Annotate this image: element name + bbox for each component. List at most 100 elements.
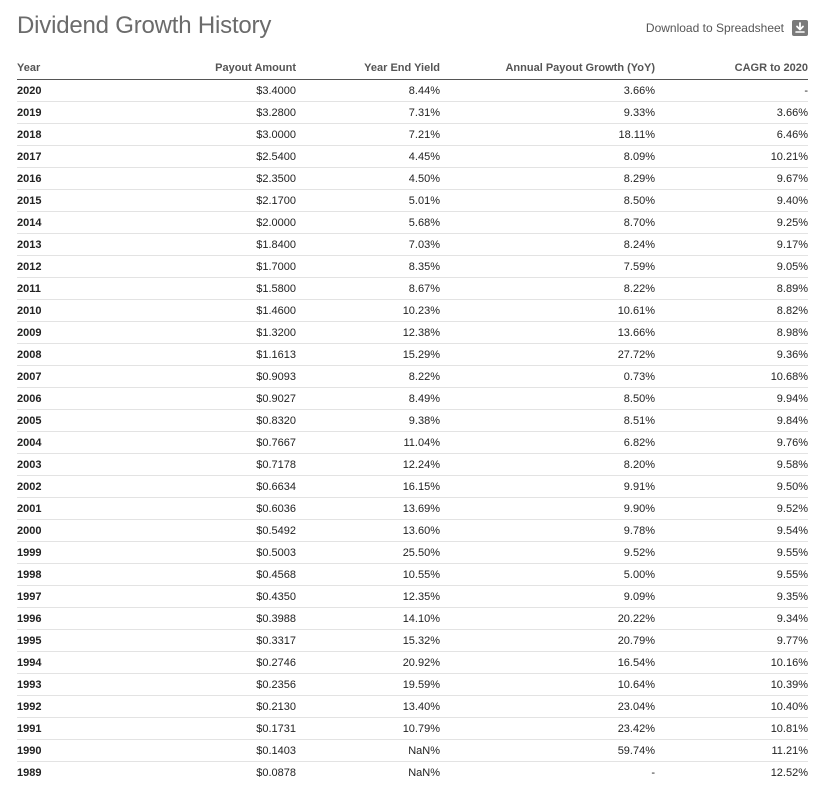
annual-payout-growth-cell: 7.59% [440, 255, 655, 278]
year-cell: 1995 [17, 629, 158, 652]
payout-amount-cell: $0.3317 [158, 629, 296, 652]
table-row: 2020 $3.4000 8.44% 3.66% - [17, 79, 808, 102]
download-icon [792, 20, 808, 36]
year-end-yield-cell: 8.22% [296, 365, 440, 388]
table-row: 2006 $0.9027 8.49% 8.50% 9.94% [17, 387, 808, 410]
annual-payout-growth-cell: 8.22% [440, 277, 655, 300]
table-row: 2011 $1.5800 8.67% 8.22% 8.89% [17, 277, 808, 300]
year-cell: 1989 [17, 766, 42, 779]
year-cell: 2006 [17, 387, 158, 410]
year-cell: 1994 [17, 651, 158, 674]
column-header-cagr[interactable]: CAGR to 2020 [655, 57, 808, 80]
year-end-yield-cell: 8.67% [296, 277, 440, 300]
cagr-cell: 8.98% [655, 321, 808, 344]
cagr-cell: 8.82% [655, 299, 808, 322]
cagr-cell: 9.67% [655, 167, 808, 190]
payout-amount-cell: $1.3200 [158, 321, 296, 344]
annual-payout-growth-cell: 10.61% [440, 299, 655, 322]
annual-payout-growth-cell: 8.29% [440, 167, 655, 190]
table-body: 2020 $3.4000 8.44% 3.66% -2019 $3.2800 7.31% 9.… [17, 79, 808, 784]
year-cell: 2001 [17, 497, 158, 520]
year-cell: 1997 [17, 585, 158, 608]
table-row: 2003 $0.7178 12.24% 8.20% 9.58% [17, 453, 808, 476]
cagr-cell: 9.55% [655, 541, 808, 564]
cagr-cell: 10.81% [655, 717, 808, 740]
table-row: 2005 $0.8320 9.38% 8.51% 9.84% [17, 409, 808, 432]
year-cell: 2017 [17, 145, 158, 168]
year-end-yield-cell: 12.38% [296, 321, 440, 344]
annual-payout-growth-cell: 0.73% [440, 365, 655, 388]
year-end-yield-cell: 12.24% [296, 453, 440, 476]
cagr-cell: 10.16% [655, 651, 808, 674]
column-header-year[interactable]: Year [17, 57, 158, 80]
year-end-yield-cell: 12.35% [296, 585, 440, 608]
annual-payout-growth-cell: 8.09% [440, 145, 655, 168]
annual-payout-growth-cell: 8.51% [440, 409, 655, 432]
payout-amount-cell: $1.8400 [158, 233, 296, 256]
table-row: 1995 $0.3317 15.32% 20.79% 9.77% [17, 629, 808, 652]
year-end-yield-cell: 15.29% [296, 343, 440, 366]
table-row: 2007 $0.9093 8.22% 0.73% 10.68% [17, 365, 808, 388]
annual-payout-growth-cell: 13.66% [440, 321, 655, 344]
payout-amount-cell: $0.7667 [158, 431, 296, 454]
year-cell: 2019 [17, 101, 158, 124]
year-end-yield-cell: 5.68% [296, 211, 440, 234]
annual-payout-growth-cell: 9.33% [440, 101, 655, 124]
payout-amount-cell: $0.7178 [158, 453, 296, 476]
payout-amount-cell: $3.2800 [158, 101, 296, 124]
table-row: 2001 $0.6036 13.69% 9.90% 9.52% [17, 497, 808, 520]
annual-payout-growth-cell: 27.72% [440, 343, 655, 366]
annual-payout-growth-cell: 9.09% [440, 585, 655, 608]
payout-amount-cell: $0.4350 [158, 585, 296, 608]
year-cell: 2011 [17, 277, 158, 300]
cagr-cell: 9.52% [655, 497, 808, 520]
year-cell: 2002 [17, 475, 158, 498]
year-cell: 2008 [17, 343, 158, 366]
table-row: 1997 $0.4350 12.35% 9.09% 9.35% [17, 585, 808, 608]
table-row: 2000 $0.5492 13.60% 9.78% 9.54% [17, 519, 808, 542]
annual-payout-growth-cell: 59.74% [440, 739, 655, 762]
table-row: 2016 $2.3500 4.50% 8.29% 9.67% [17, 167, 808, 190]
annual-payout-growth-cell: 20.22% [440, 607, 655, 630]
year-cell: 1996 [17, 607, 158, 630]
year-end-yield-cell: 8.35% [296, 255, 440, 278]
annual-payout-growth-cell: 9.78% [440, 519, 655, 542]
year-cell: 1993 [17, 673, 158, 696]
annual-payout-growth-cell: 10.64% [440, 673, 655, 696]
year-end-yield-cell: 25.50% [296, 541, 440, 564]
cagr-cell: 9.94% [655, 387, 808, 410]
cagr-cell: 6.46% [655, 123, 808, 146]
payout-amount-cell: $0.5492 [158, 519, 296, 542]
column-header-annual-payout-growth[interactable]: Annual Payout Growth (YoY) [440, 57, 655, 80]
table-row: 2002 $0.6634 16.15% 9.91% 9.50% [17, 475, 808, 498]
cagr-cell: 9.25% [655, 211, 808, 234]
year-end-yield-cell: 7.31% [296, 101, 440, 124]
year-end-yield-cell: 9.38% [296, 409, 440, 432]
payout-amount-cell: $0.6036 [158, 497, 296, 520]
annual-payout-growth-cell: 5.00% [440, 563, 655, 586]
cagr-cell: 9.40% [655, 189, 808, 212]
year-end-yield-cell: 4.45% [296, 145, 440, 168]
annual-payout-growth-cell: 8.24% [440, 233, 655, 256]
year-end-yield-cell: 20.92% [296, 651, 440, 674]
year-end-yield-cell: 14.10% [296, 607, 440, 630]
year-end-yield-cell: 4.50% [296, 167, 440, 190]
table-row: 1998 $0.4568 10.55% 5.00% 9.55% [17, 563, 808, 586]
year-end-yield-cell: 7.21% [296, 123, 440, 146]
cagr-cell: 8.89% [655, 277, 808, 300]
payout-amount-cell: $2.1700 [158, 189, 296, 212]
annual-payout-growth-cell: 9.52% [440, 541, 655, 564]
year-end-yield-cell: 7.03% [296, 233, 440, 256]
payout-amount-cell: $1.7000 [158, 255, 296, 278]
year-end-yield-cell: 8.49% [296, 387, 440, 410]
table-row: 1994 $0.2746 20.92% 16.54% 10.16% [17, 651, 808, 674]
cagr-cell: 9.34% [655, 607, 808, 630]
column-header-year-end-yield[interactable]: Year End Yield [296, 57, 440, 80]
column-header-payout-amount[interactable]: Payout Amount [158, 57, 296, 80]
table-row: 2012 $1.7000 8.35% 7.59% 9.05% [17, 255, 808, 278]
year-cell: 1992 [17, 695, 158, 718]
table-row: 2014 $2.0000 5.68% 8.70% 9.25% [17, 211, 808, 234]
table-row: 2018 $3.0000 7.21% 18.11% 6.46% [17, 123, 808, 146]
year-end-yield-cell: 16.15% [296, 475, 440, 498]
download-spreadsheet-button[interactable]: Download to Spreadsheet [646, 20, 808, 36]
